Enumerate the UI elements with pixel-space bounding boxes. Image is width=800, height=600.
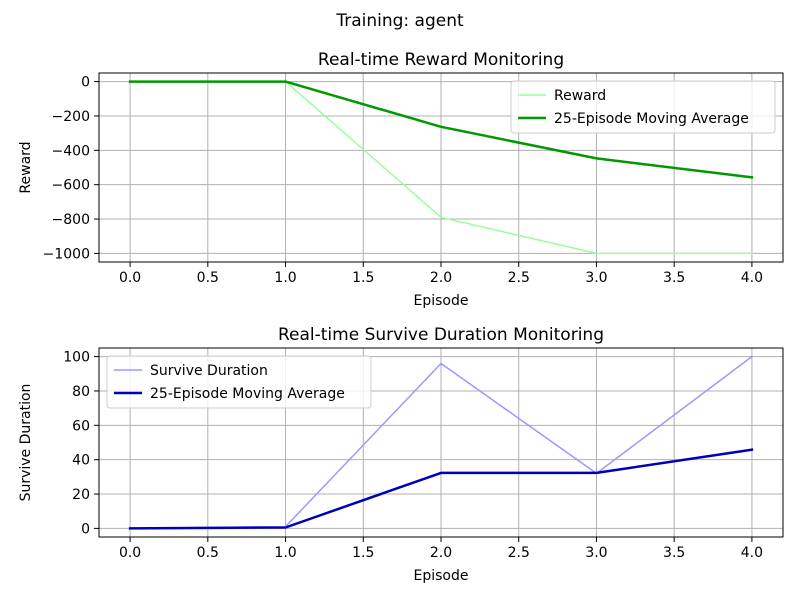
x-tick-label: 1.0 (274, 270, 296, 286)
x-axis-label: Episode (414, 568, 469, 584)
x-tick-label: 3.5 (663, 545, 685, 561)
y-tick-label: −800 (52, 212, 90, 228)
y-tick-label: −1000 (43, 246, 90, 262)
y-tick-label: −600 (52, 178, 90, 194)
x-tick-label: 1.5 (352, 270, 374, 286)
x-tick-label: 4.0 (741, 270, 763, 286)
x-tick-label: 0.5 (197, 270, 219, 286)
x-tick-label: 4.0 (741, 545, 763, 561)
x-tick-label: 3.5 (663, 270, 685, 286)
y-axis-label: Reward (18, 141, 34, 193)
x-tick-label: 1.5 (352, 545, 374, 561)
legend: Survive Duration 25-Episode Moving Averag… (106, 355, 372, 409)
x-tick-label: 3.0 (585, 545, 607, 561)
x-tick-label: 0.0 (119, 545, 141, 561)
x-axis-label: Episode (414, 293, 469, 309)
legend-label-1: 25-Episode Moving Average (150, 386, 345, 402)
y-tick-label: 20 (72, 487, 90, 503)
y-tick-label: 40 (72, 453, 90, 469)
x-tick-label: 2.0 (430, 545, 452, 561)
legend-box (106, 355, 372, 409)
legend-label-0: Reward (554, 88, 606, 104)
x-tick-label: 2.5 (508, 545, 530, 561)
legend: Reward 25-Episode Moving Average (510, 80, 776, 134)
chart-title: Real-time Survive Duration Monitoring (278, 325, 604, 345)
chart-title: Real-time Reward Monitoring (318, 50, 564, 70)
y-axis-label: Survive Duration (18, 384, 34, 502)
figure-suptitle: Training: agent (335, 11, 464, 31)
legend-label-1: 25-Episode Moving Average (554, 111, 749, 127)
y-tick-label: 100 (63, 350, 90, 366)
y-tick-label: 0 (81, 521, 90, 537)
y-tick-label: 60 (72, 418, 90, 434)
x-tick-label: 0.5 (197, 545, 219, 561)
series-line-1 (128, 80, 754, 179)
x-tick-label: 0.0 (119, 270, 141, 286)
y-tick-label: −200 (52, 109, 90, 125)
reward-chart: 0.0 0.5 1.0 1.5 2.0 2.5 3.0 3.5 4.0 0 −200 −400 −600… (18, 50, 784, 309)
y-tick-label: −400 (52, 143, 90, 159)
survive-duration-chart: 0.0 0.5 1.0 1.5 2.0 2.5 3.0 3.5 4.0 0 20 40 60 80 100 R… (18, 325, 784, 584)
series-line-1 (128, 448, 754, 530)
legend-label-0: Survive Duration (150, 363, 268, 379)
x-tick-label: 1.0 (274, 545, 296, 561)
y-tick-label: 0 (81, 75, 90, 91)
y-tick-label: 80 (72, 384, 90, 400)
legend-box (510, 80, 776, 134)
x-tick-label: 2.5 (508, 270, 530, 286)
x-tick-label: 2.0 (430, 270, 452, 286)
x-tick-label: 3.0 (585, 270, 607, 286)
